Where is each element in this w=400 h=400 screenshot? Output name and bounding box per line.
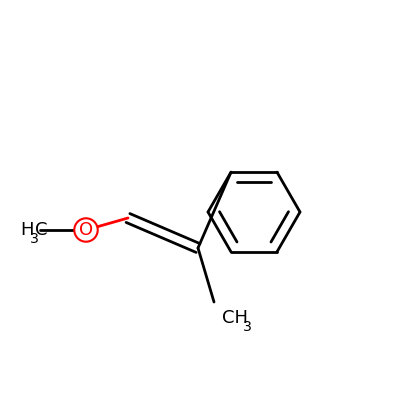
Text: C: C	[35, 221, 48, 239]
Text: 3: 3	[243, 320, 252, 334]
Text: CH: CH	[222, 309, 248, 327]
Text: H: H	[20, 221, 34, 239]
Text: O: O	[79, 221, 93, 239]
Text: 3: 3	[30, 232, 39, 246]
